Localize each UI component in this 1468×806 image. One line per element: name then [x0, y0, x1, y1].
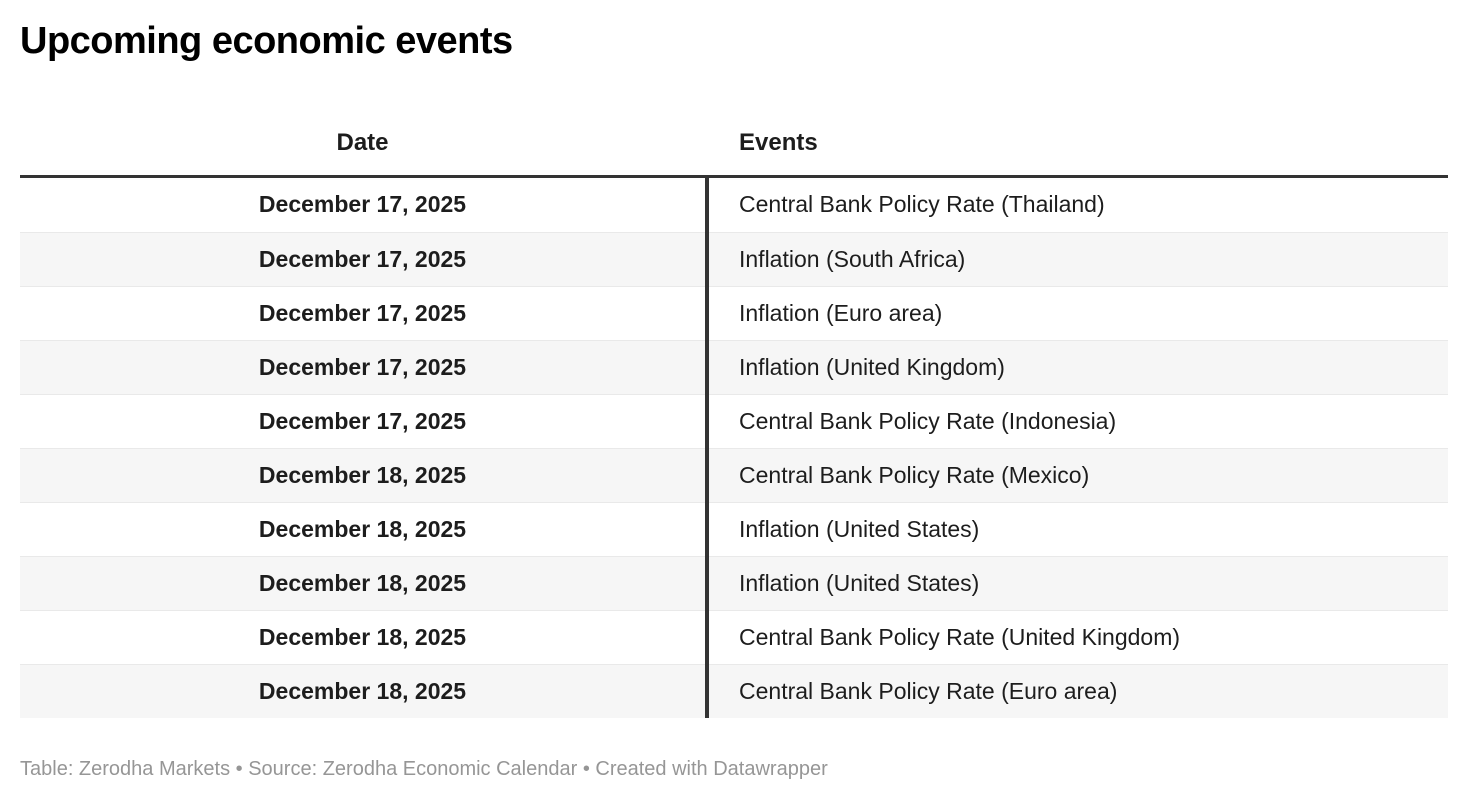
- page-title: Upcoming economic events: [20, 20, 513, 62]
- table-body: December 17, 2025 Central Bank Policy Rat…: [20, 178, 1448, 718]
- event-cell: Inflation (United States): [739, 569, 980, 596]
- table-row: December 17, 2025 Inflation (South Africa…: [20, 232, 1448, 286]
- date-cell: December 17, 2025: [258, 191, 467, 218]
- event-cell: Inflation (South Africa): [739, 245, 966, 272]
- attribution-footer: Table: Zerodha Markets • Source: Zerodha…: [20, 758, 828, 780]
- table-row: December 18, 2025 Central Bank Policy Rat…: [20, 610, 1448, 664]
- economic-events-table-page: Upcoming economic events Date Events Dec…: [0, 18, 1468, 781]
- date-cell: December 18, 2025: [258, 677, 467, 704]
- date-cell: December 17, 2025: [258, 353, 467, 380]
- date-cell: December 18, 2025: [258, 569, 467, 596]
- event-cell: Inflation (United Kingdom): [739, 353, 1005, 380]
- event-cell: Inflation (Euro area): [739, 299, 943, 326]
- event-cell: Central Bank Policy Rate (Thailand): [739, 191, 1105, 218]
- date-cell: December 17, 2025: [258, 299, 467, 326]
- table-row: December 18, 2025 Inflation (United State…: [20, 502, 1448, 556]
- table-row: December 17, 2025 Central Bank Policy Rat…: [20, 178, 1448, 232]
- date-cell: December 17, 2025: [258, 245, 467, 272]
- date-cell: December 17, 2025: [258, 407, 467, 434]
- column-header-date: Date: [336, 129, 389, 157]
- date-cell: December 18, 2025: [258, 515, 467, 542]
- column-header-events: Events: [739, 129, 818, 157]
- event-cell: Central Bank Policy Rate (Euro area): [739, 677, 1118, 704]
- table-row: December 18, 2025 Central Bank Policy Rat…: [20, 664, 1448, 718]
- column-divider: [705, 178, 709, 718]
- table-header-row: Date Events: [20, 64, 1448, 178]
- table-row: December 18, 2025 Central Bank Policy Rat…: [20, 448, 1448, 502]
- date-cell: December 18, 2025: [258, 623, 467, 650]
- date-cell: December 18, 2025: [258, 461, 467, 488]
- table-row: December 17, 2025 Central Bank Policy Rat…: [20, 394, 1448, 448]
- event-cell: Central Bank Policy Rate (United Kingdom…: [739, 623, 1181, 650]
- event-cell: Central Bank Policy Rate (Mexico): [739, 461, 1090, 488]
- table-row: December 18, 2025 Inflation (United State…: [20, 556, 1448, 610]
- event-cell: Inflation (United States): [739, 515, 980, 542]
- table-row: December 17, 2025 Inflation (United Kingd…: [20, 340, 1448, 394]
- table-row: December 17, 2025 Inflation (Euro area): [20, 286, 1448, 340]
- event-cell: Central Bank Policy Rate (Indonesia): [739, 407, 1117, 434]
